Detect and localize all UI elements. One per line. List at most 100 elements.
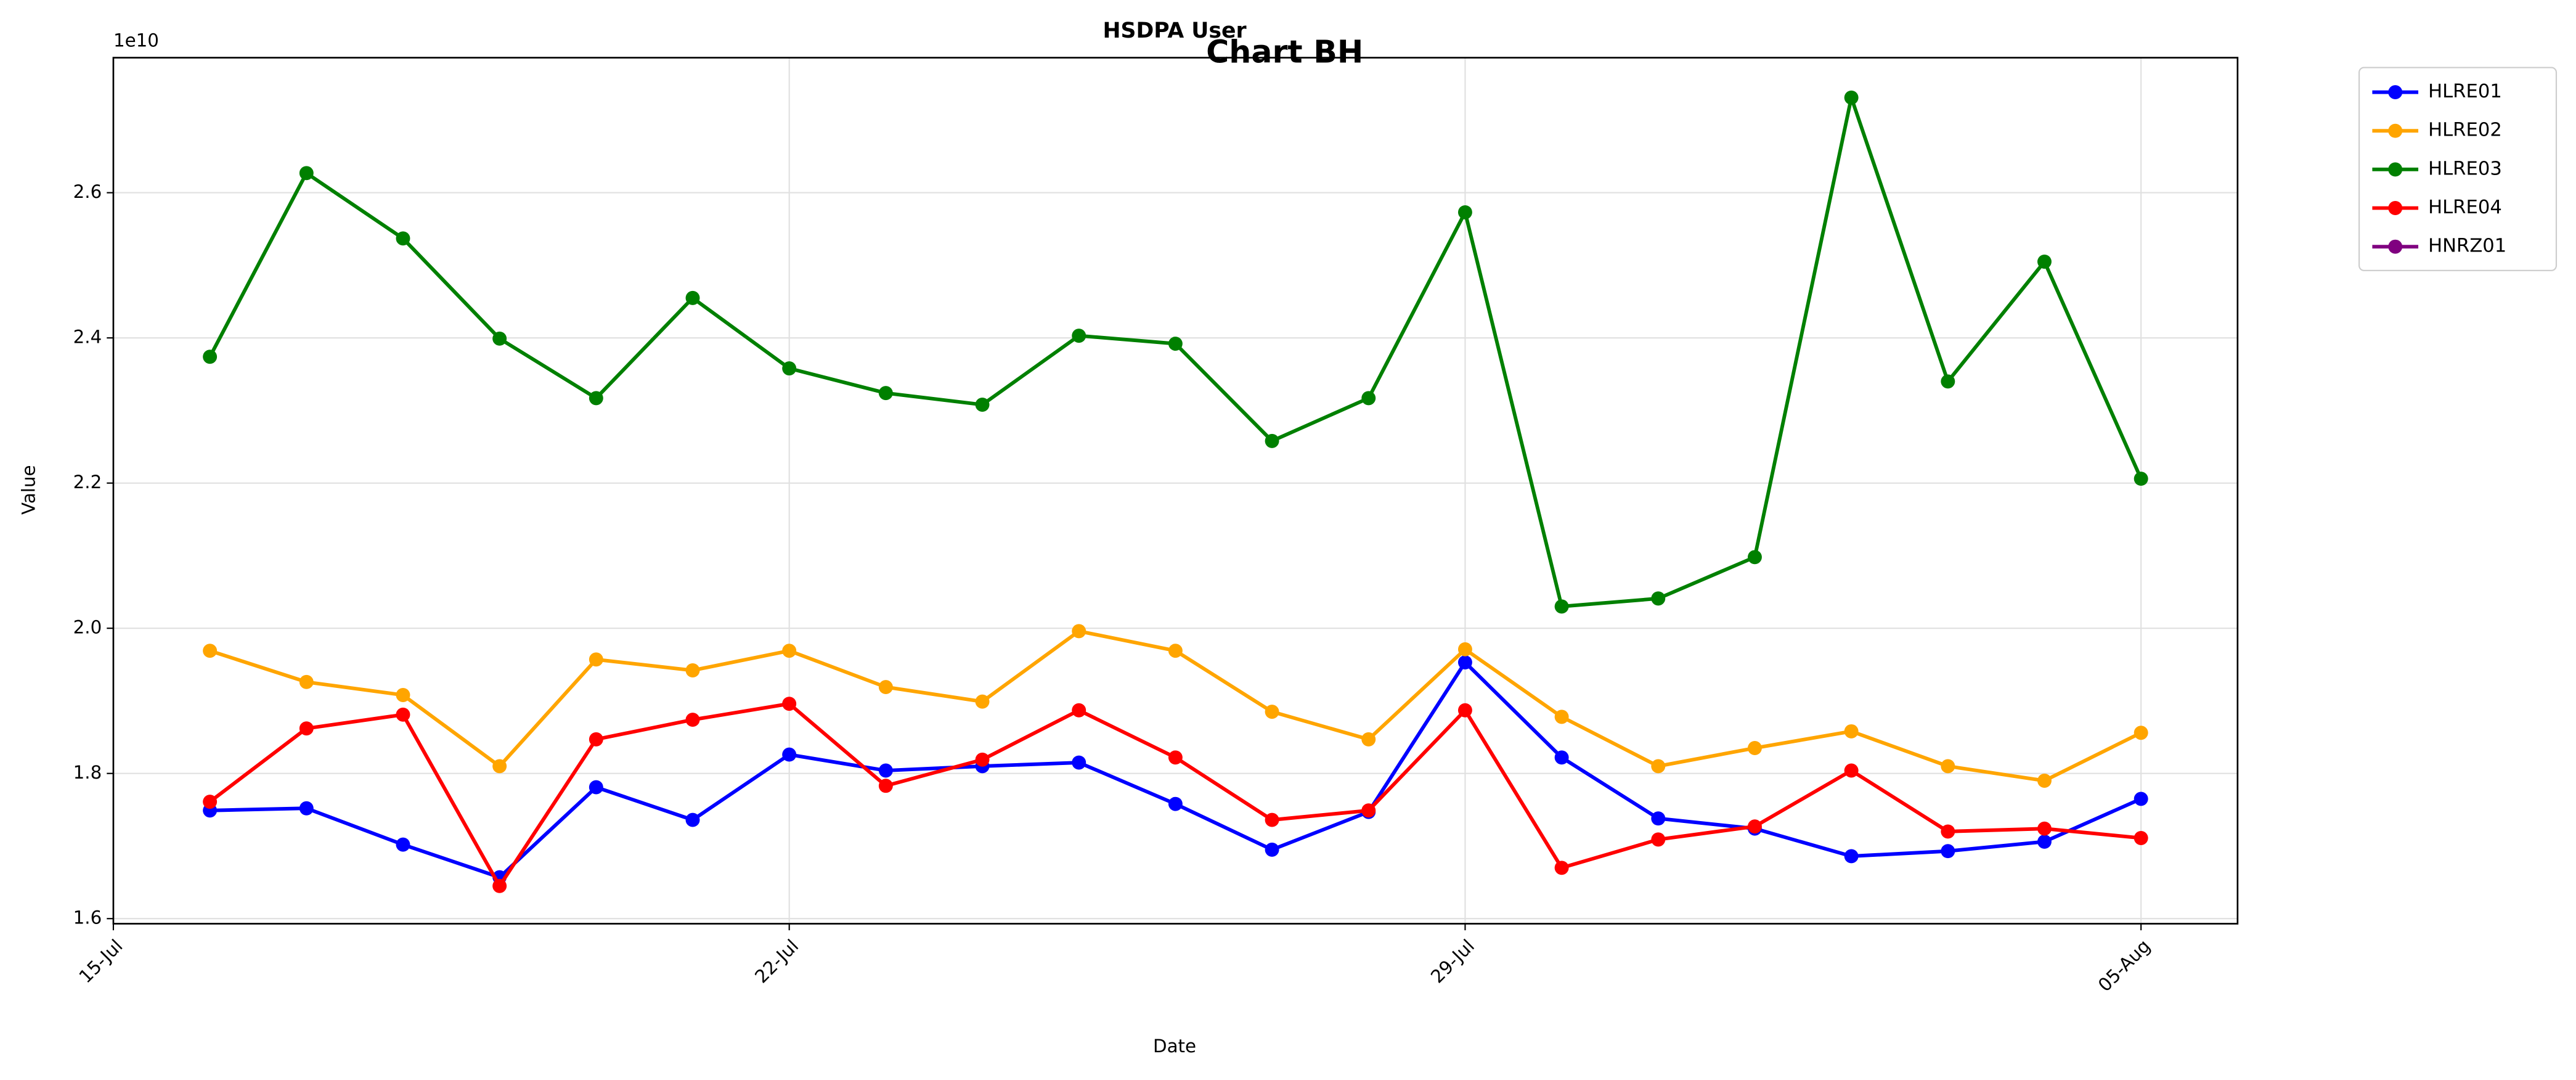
data-point bbox=[1168, 796, 1183, 811]
y-tick-label: 1.8 bbox=[73, 762, 102, 783]
data-point bbox=[396, 688, 410, 702]
data-point bbox=[782, 747, 797, 762]
data-point bbox=[1072, 624, 1086, 639]
data-point bbox=[2037, 774, 2052, 788]
data-point bbox=[492, 331, 507, 346]
data-point bbox=[1265, 812, 1279, 827]
legend-label: HLRE01 bbox=[2428, 81, 2502, 102]
data-point bbox=[589, 780, 603, 795]
data-point bbox=[1361, 391, 1376, 406]
data-point bbox=[299, 801, 314, 816]
data-point bbox=[396, 837, 410, 852]
data-point bbox=[1457, 205, 1472, 219]
y-tick-label: 2.4 bbox=[73, 327, 102, 348]
data-point bbox=[2134, 792, 2148, 806]
data-point bbox=[1844, 849, 1859, 864]
plot-area bbox=[203, 90, 2148, 893]
plot-frame bbox=[112, 57, 2239, 925]
data-point bbox=[1554, 710, 1569, 724]
data-point bbox=[589, 732, 603, 747]
data-point bbox=[1361, 803, 1376, 818]
data-point bbox=[975, 752, 990, 767]
y-tick-label: 2.2 bbox=[73, 472, 102, 493]
legend-label: HNRZ01 bbox=[2428, 235, 2506, 257]
data-point bbox=[1554, 861, 1569, 875]
data-point bbox=[878, 680, 893, 695]
data-point bbox=[1747, 819, 1762, 834]
legend-label: HLRE03 bbox=[2428, 158, 2502, 179]
data-point bbox=[589, 391, 603, 406]
data-point bbox=[203, 350, 218, 364]
data-point bbox=[1651, 759, 1666, 774]
data-point bbox=[2037, 255, 2052, 269]
data-point bbox=[2134, 726, 2148, 740]
x-axis-label: Date bbox=[1153, 1036, 1196, 1057]
legend-swatch-marker bbox=[2388, 85, 2403, 100]
data-point bbox=[782, 697, 797, 711]
data-point bbox=[1651, 832, 1666, 847]
legend-label: HLRE04 bbox=[2428, 197, 2502, 218]
data-point bbox=[1072, 329, 1086, 343]
data-point bbox=[878, 779, 893, 793]
data-point bbox=[1361, 732, 1376, 747]
data-point bbox=[299, 721, 314, 736]
data-point bbox=[685, 812, 700, 827]
y-tick-label: 1.6 bbox=[73, 907, 102, 928]
data-point bbox=[2037, 821, 2052, 836]
data-point bbox=[1844, 724, 1859, 738]
chart-title: Chart BH bbox=[1206, 34, 1363, 70]
data-point bbox=[1457, 655, 1472, 669]
data-point bbox=[203, 795, 218, 809]
data-point bbox=[685, 663, 700, 677]
data-point bbox=[203, 644, 218, 658]
data-point bbox=[2134, 831, 2148, 845]
data-point bbox=[1457, 703, 1472, 718]
data-point bbox=[1554, 750, 1569, 765]
data-point bbox=[1844, 90, 1859, 105]
legend-swatch-marker bbox=[2388, 239, 2403, 254]
data-point bbox=[1941, 824, 1955, 839]
y-tick-label: 2.0 bbox=[73, 617, 102, 638]
data-point bbox=[782, 361, 797, 376]
data-point bbox=[2037, 834, 2052, 849]
data-point bbox=[1265, 842, 1279, 857]
data-point bbox=[1554, 599, 1569, 614]
data-point bbox=[492, 878, 507, 893]
data-point bbox=[1941, 374, 1955, 389]
data-point bbox=[1072, 703, 1086, 718]
grid bbox=[112, 57, 2238, 924]
data-point bbox=[878, 386, 893, 401]
data-point bbox=[1941, 844, 1955, 859]
y-axis-label: Value bbox=[18, 465, 39, 515]
data-point bbox=[396, 707, 410, 722]
data-point bbox=[1747, 741, 1762, 755]
data-point bbox=[1457, 642, 1472, 657]
legend-box bbox=[2358, 67, 2558, 271]
legend-swatch-marker bbox=[2388, 201, 2403, 215]
data-point bbox=[1941, 759, 1955, 774]
data-point bbox=[685, 713, 700, 727]
data-point bbox=[1844, 763, 1859, 778]
legend-swatch-marker bbox=[2388, 123, 2403, 138]
legend-label: HLRE02 bbox=[2428, 120, 2502, 141]
data-point bbox=[685, 290, 700, 305]
data-point bbox=[1651, 811, 1666, 826]
data-point bbox=[492, 759, 507, 774]
data-point bbox=[396, 231, 410, 246]
data-point bbox=[1072, 755, 1086, 770]
data-point bbox=[1265, 433, 1279, 448]
data-point bbox=[1747, 550, 1762, 565]
chart-suptitle: HSDPA User bbox=[1103, 18, 1247, 43]
data-point bbox=[1168, 644, 1183, 658]
data-point bbox=[1168, 337, 1183, 351]
data-point bbox=[1651, 591, 1666, 606]
data-point bbox=[299, 674, 314, 689]
legend-swatch-marker bbox=[2388, 162, 2403, 177]
legend: HLRE01 HLRE02 HLRE03 HLRE04 HNRZ01 bbox=[2358, 67, 2558, 271]
y-offset-label: 1e10 bbox=[113, 30, 159, 51]
data-point bbox=[975, 398, 990, 412]
data-point bbox=[878, 763, 893, 778]
y-tick-label: 2.6 bbox=[73, 181, 102, 202]
